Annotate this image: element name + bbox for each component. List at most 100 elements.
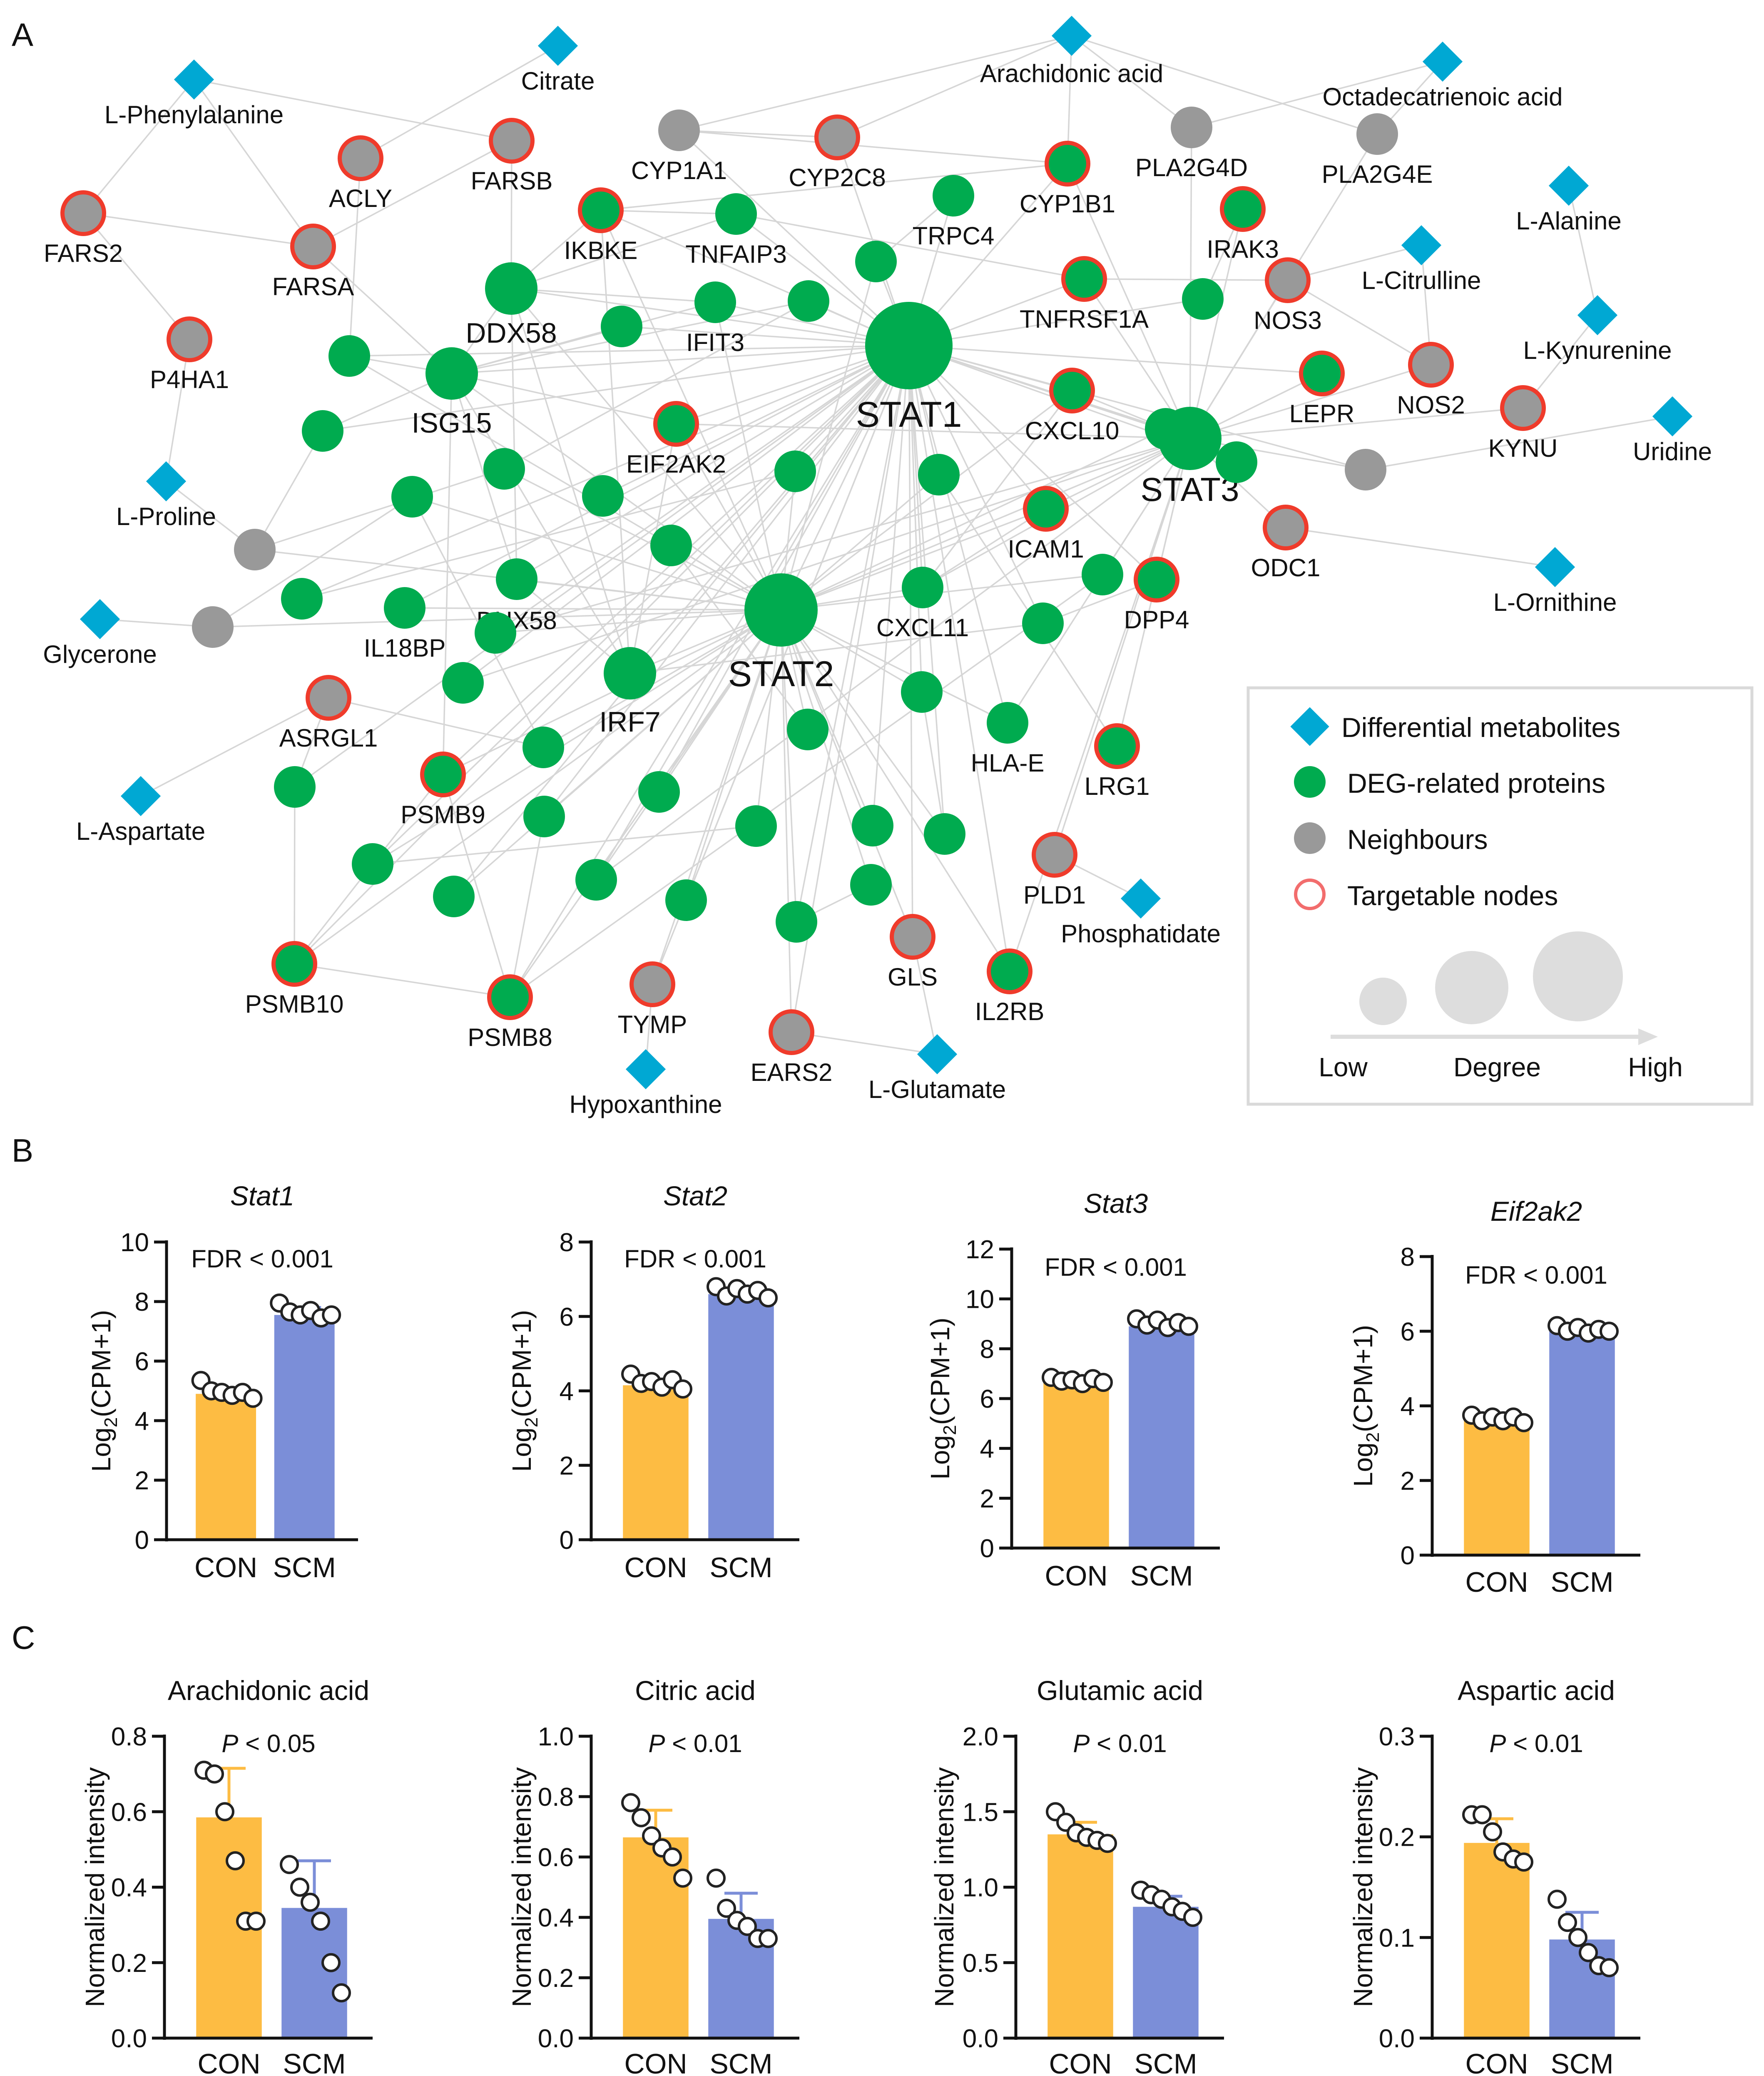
network-node-u30 <box>776 901 817 943</box>
protein-node-circle <box>487 974 533 1020</box>
network-edge <box>780 390 1073 611</box>
protein-node-circle <box>1216 441 1257 483</box>
legend-targetable-label: Targetable nodes <box>1347 880 1558 911</box>
network-node-l-proline: L-Proline <box>116 461 216 530</box>
network-edge <box>82 212 190 340</box>
chart-significance: FDR < 0.001 <box>1045 1253 1187 1281</box>
neighbour-node-circle <box>306 675 351 721</box>
network-edge <box>442 774 511 998</box>
node-label: Citrate <box>521 67 595 95</box>
protein-node-circle <box>1182 278 1224 320</box>
category-label-scm: SCM <box>709 2048 772 2076</box>
network-edge <box>294 787 296 964</box>
node-label: CYP1A1 <box>631 157 727 184</box>
network-edge <box>254 431 323 550</box>
network-node-u20 <box>523 796 565 837</box>
y-tick-label: 4 <box>560 1377 574 1406</box>
data-point-con <box>215 1802 234 1822</box>
bar-scm <box>1549 1329 1615 1555</box>
legend-degree-large-icon <box>1533 931 1623 1021</box>
protein-node-circle <box>924 813 965 855</box>
data-point-scm <box>717 1899 736 1918</box>
legend-degree-arrow-icon <box>1638 1028 1658 1045</box>
network-edge <box>510 288 518 580</box>
protein-node-circle <box>865 302 953 389</box>
network-node-cyp1b1: CYP1B1 <box>1020 141 1115 218</box>
network-node-il18bp: IL18BP <box>364 587 445 662</box>
network-edge <box>328 697 544 748</box>
network-edge <box>1287 279 1431 366</box>
category-label-scm: SCM <box>273 1552 336 1583</box>
network-node-nos2: NOS2 <box>1397 342 1465 419</box>
y-tick-label: 8 <box>1401 1243 1415 1272</box>
node-label: KYNU <box>1488 434 1558 462</box>
network-edge <box>780 261 877 610</box>
panel-label-c: C <box>12 1619 35 1656</box>
network-edge <box>462 345 910 684</box>
protein-node-circle <box>694 281 736 323</box>
data-point-scm <box>1568 1928 1587 1947</box>
metabolite-diamond-icon <box>537 25 578 66</box>
node-label: PLD1 <box>1023 881 1086 909</box>
network-edge <box>595 610 782 880</box>
metabolite-diamond-icon <box>1401 225 1442 266</box>
protein-node-circle <box>1299 351 1345 396</box>
network-edge <box>451 373 631 674</box>
network-node-isg15: ISG15 <box>412 347 492 439</box>
y-tick-label: 2.0 <box>963 1723 998 1751</box>
network-node-pla2g4d: PLA2G4D <box>1135 107 1248 182</box>
y-tick-label: 0.6 <box>538 1843 574 1872</box>
protein-node-circle <box>1049 368 1095 413</box>
network-edge <box>1365 416 1673 470</box>
protein-node-circle <box>1134 557 1179 602</box>
network-node-trpc4: TRPC4 <box>913 175 994 250</box>
protein-node-circle <box>1061 256 1107 302</box>
protein-node-circle <box>987 948 1033 994</box>
network-node-icam1: ICAM1 <box>1008 486 1084 563</box>
data-point-con <box>673 1868 692 1888</box>
network-node-farsb: FARSB <box>471 118 552 195</box>
network-edge <box>348 158 361 356</box>
category-label-scm: SCM <box>1550 2048 1613 2076</box>
network-edge <box>1568 185 1598 316</box>
network-node-uridine: Uridine <box>1633 396 1712 465</box>
protein-node-circle <box>496 558 537 600</box>
y-tick-label: 10 <box>120 1228 149 1257</box>
network-node-u21 <box>352 843 393 885</box>
network-node-il2rb: IL2RB <box>975 948 1044 1026</box>
data-point-scm <box>759 1929 778 1948</box>
network-node-u31 <box>475 612 516 654</box>
node-label: HLA-E <box>971 749 1045 777</box>
network-node-cyp2c8: CYP2C8 <box>789 115 886 192</box>
data-point-scm <box>290 1877 309 1897</box>
neighbour-node-circle <box>1032 832 1077 878</box>
network-node-l-glutamate: L-Glutamate <box>868 1034 1006 1103</box>
category-label-scm: SCM <box>709 1552 772 1583</box>
y-axis-label: Log2(CPM+1) <box>86 1310 121 1472</box>
y-tick-label: 0.2 <box>111 1949 147 1978</box>
network-node-kynu: KYNU <box>1488 385 1558 462</box>
data-point-scm <box>311 1912 330 1931</box>
network-edge <box>495 609 781 634</box>
category-label-con: CON <box>1465 1566 1528 1598</box>
network-edge <box>312 246 453 374</box>
node-label: L-Aspartate <box>76 817 205 845</box>
network-edge <box>714 302 782 610</box>
network-node-farsa: FARSA <box>272 224 354 301</box>
network-node-acly: ACLY <box>329 135 392 212</box>
network-edge <box>301 470 796 600</box>
legend-protein-icon <box>1294 766 1326 798</box>
node-label: L-Alanine <box>1516 207 1622 235</box>
network-edge <box>451 373 677 425</box>
protein-node-circle <box>391 476 433 518</box>
protein-node-circle <box>744 573 818 647</box>
network-edge <box>679 129 838 138</box>
network-edge <box>780 610 1010 972</box>
chart-5-citric-acid: Citric acid P < 0.01 CON SCM 0.0 0.2 0.4 0.6 0.8… <box>507 1675 799 2076</box>
chart-title: Eif2ak2 <box>1490 1196 1582 1227</box>
data-point-con <box>1473 1805 1492 1825</box>
y-tick-label: 0.6 <box>111 1798 147 1827</box>
legend-degree-medium-icon <box>1435 951 1508 1024</box>
category-label-con: CON <box>194 1552 257 1583</box>
